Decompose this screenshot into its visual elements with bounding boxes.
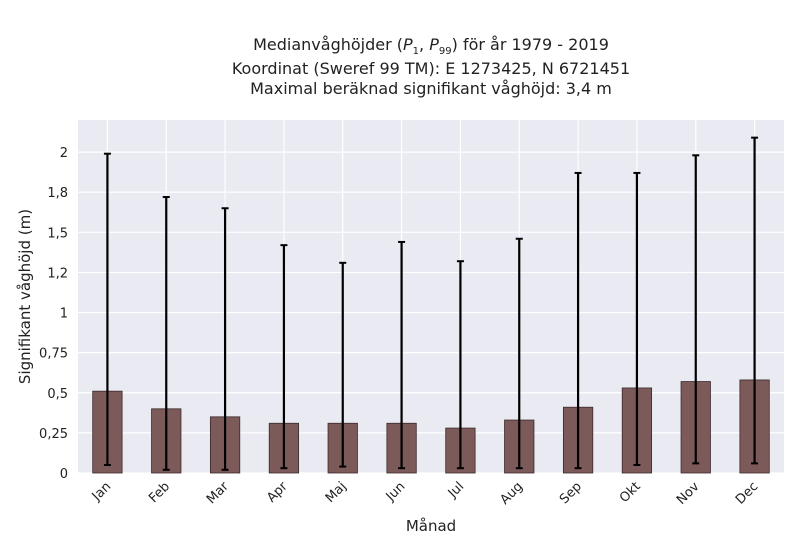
y-tick-label: 0	[60, 467, 68, 482]
chart-title-line-3: Maximal beräknad signifikant våghöjd: 3,…	[250, 79, 612, 98]
x-tick-label: Nov	[674, 479, 703, 508]
y-tick-label: 0,25	[39, 427, 68, 442]
y-tick-label: 0,75	[39, 347, 68, 362]
chart-title-prefix: Medianvåghöjder (	[253, 35, 404, 54]
y-tick-label: 1,5	[47, 226, 68, 241]
chart-title-p1-sub: 1	[412, 46, 420, 58]
y-tick-label: 0,5	[47, 387, 68, 402]
chart-title-line-2: Koordinat (Sweref 99 TM): E 1273425, N 6…	[231, 59, 631, 78]
x-tick-label: Jan	[89, 479, 114, 504]
x-tick-label: Sep	[557, 479, 585, 507]
chart-title-p99: P	[429, 35, 439, 54]
chart-title-suffix: ) för år 1979 - 2019	[451, 35, 609, 54]
y-tick-label: 2	[60, 146, 68, 161]
chart-title-separator: ,	[419, 35, 430, 54]
x-tick-label: Aug	[498, 479, 527, 508]
chart-title-p1: P	[403, 35, 413, 54]
x-tick-label: Dec	[733, 479, 761, 507]
x-tick-label: Okt	[617, 479, 644, 506]
x-tick-label: Feb	[146, 479, 173, 506]
x-tick-label: Mar	[204, 479, 232, 507]
chart-title-p99-sub: 99	[438, 46, 452, 58]
y-tick-label: 1,8	[47, 186, 68, 201]
x-tick-label: Maj	[323, 479, 350, 506]
chart-title-line-1: Medianvåghöjder (P1, P99) för år 1979 - …	[78, 35, 784, 57]
x-tick-label: Jun	[383, 479, 409, 505]
y-axis-label: Signifikant våghöjd (m)	[16, 209, 34, 384]
x-tick-label: Jul	[445, 479, 467, 501]
y-tick-label: 1,2	[47, 266, 68, 281]
x-axis-label: Månad	[406, 517, 456, 535]
y-tick-label: 1	[60, 307, 68, 322]
x-tick-label: Apr	[264, 479, 291, 506]
errorbars-layer	[103, 136, 759, 471]
plot-area	[78, 120, 784, 473]
